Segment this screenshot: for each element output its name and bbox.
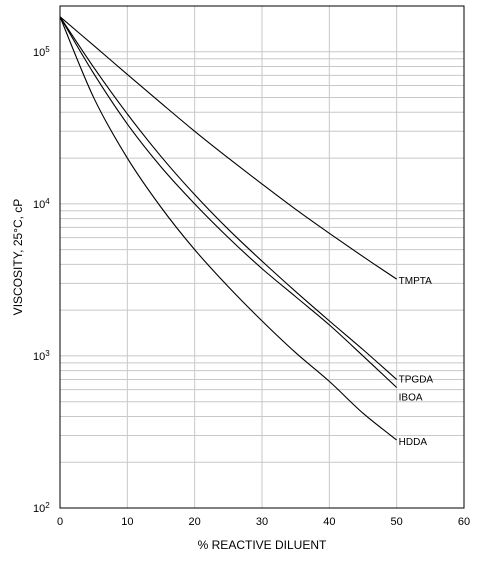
series-label-tpgda: TPGDA (399, 374, 434, 385)
plot-frame (59, 5, 465, 509)
series-line-tpgda (59, 16, 398, 380)
x-tick-label: 30 (256, 516, 268, 528)
series-line-iboa (59, 16, 398, 388)
x-tick-label: 10 (121, 516, 133, 528)
series-labels: TMPTA TPGDA IBOA HDDA (399, 276, 434, 448)
series-label-tmpta: TMPTA (399, 276, 432, 287)
x-axis-title: % REACTIVE DILUENT (198, 538, 327, 552)
series-label-iboa: IBOA (399, 392, 423, 403)
y-tick-label: 104 (33, 197, 50, 211)
y-axis-title: VISCOSITY, 25°C, cP (11, 199, 25, 316)
series-lines (59, 16, 398, 441)
x-tick-label: 40 (323, 516, 335, 528)
chart-grid (60, 6, 464, 508)
y-tick-label: 105 (33, 45, 50, 59)
x-tick-label: 0 (57, 516, 63, 528)
series-line-hdda (59, 16, 398, 441)
series-label-hdda: HDDA (399, 437, 428, 448)
y-tick-label: 102 (33, 501, 50, 515)
series-line-tmpta (59, 16, 397, 280)
x-tick-label: 20 (189, 516, 201, 528)
x-tick-label: 50 (391, 516, 403, 528)
x-tick-label: 60 (458, 516, 470, 528)
y-tick-labels: 102 103 104 105 (33, 45, 50, 515)
x-tick-labels: 0 10 20 30 40 50 60 (57, 516, 470, 528)
y-tick-label: 103 (33, 349, 50, 363)
